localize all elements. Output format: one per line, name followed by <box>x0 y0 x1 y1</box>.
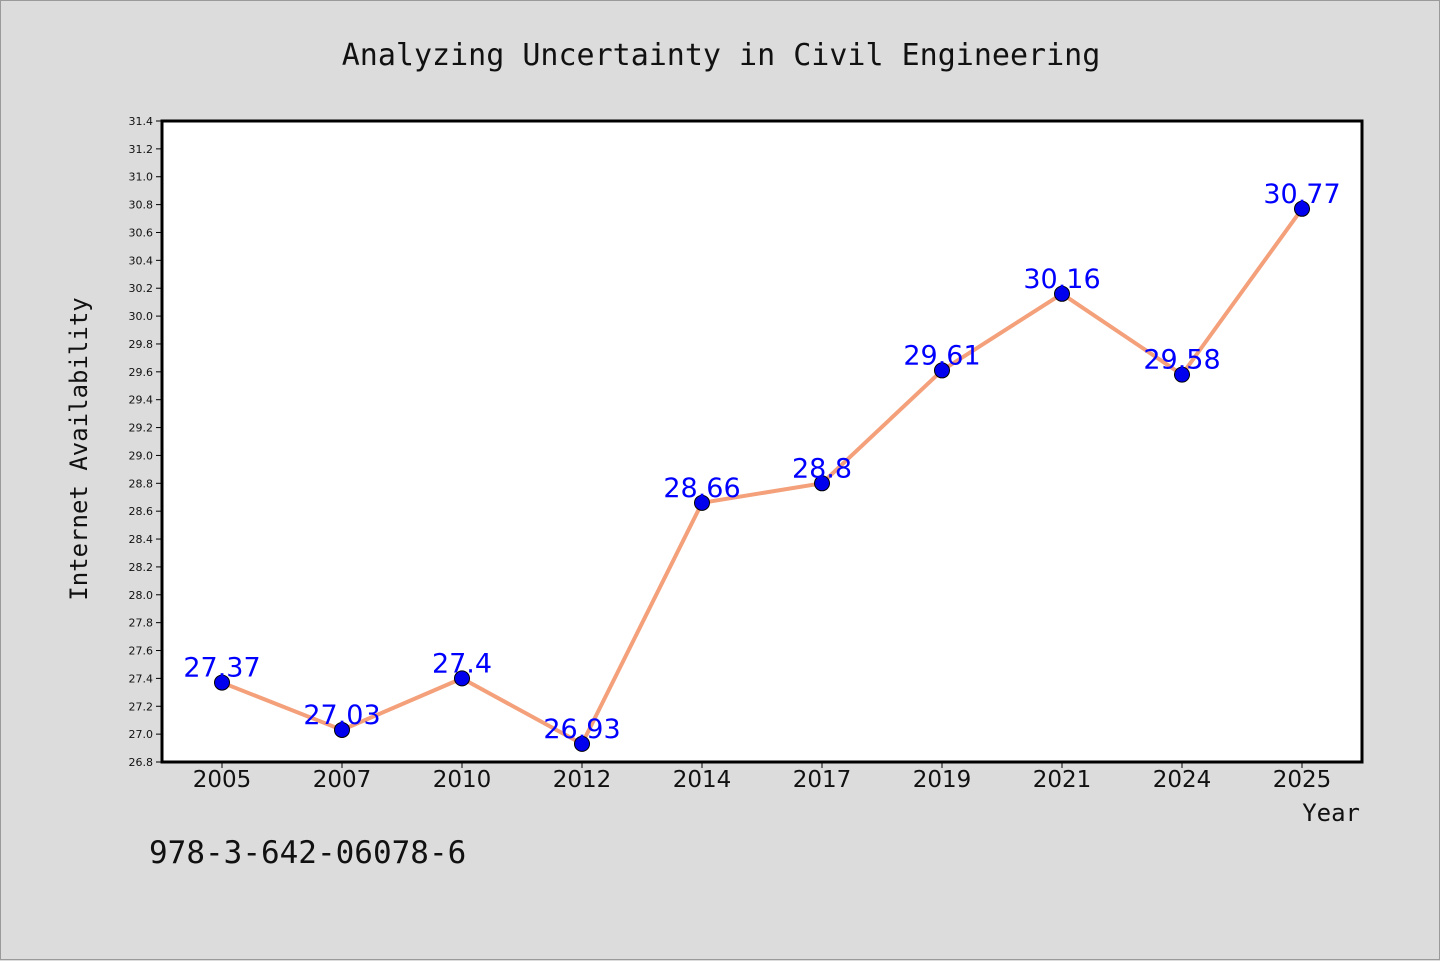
y-tick-label: 31.4 <box>129 115 154 128</box>
series-line-group <box>220 206 1304 746</box>
y-tick-label: 27.2 <box>129 700 154 713</box>
y-tick-label: 30.8 <box>129 199 154 212</box>
x-tick-label: 2005 <box>193 767 252 793</box>
y-tick-label: 29.8 <box>129 338 154 351</box>
y-tick-label: 28.0 <box>129 589 154 602</box>
y-axis-ticks: 26.8 27.0 27.2 27.4 27.6 27.8 28.0 28.2 28.4 28.6… <box>129 115 162 769</box>
data-label: 28.8 <box>792 453 852 484</box>
x-axis-label: Year <box>1302 799 1360 827</box>
data-point <box>1294 200 1310 217</box>
data-point <box>574 735 590 752</box>
data-label: 29.58 <box>1143 345 1220 376</box>
data-label: 26.93 <box>543 714 620 745</box>
x-axis-ticks: 2005 2007 2010 2012 2014 2017 2019 2021 2024 2025 <box>193 762 1332 793</box>
x-tick-label: 2025 <box>1273 767 1332 793</box>
data-point <box>1174 366 1190 383</box>
data-label: 27.03 <box>303 700 380 731</box>
y-tick-label: 28.8 <box>129 477 154 490</box>
data-label: 28.66 <box>663 473 740 504</box>
y-tick-label: 29.4 <box>129 394 154 407</box>
data-point <box>334 721 350 738</box>
x-tick-label: 2019 <box>913 767 972 793</box>
y-tick-label: 30.6 <box>129 226 154 239</box>
data-label: 27.37 <box>183 653 260 684</box>
data-label: 30.16 <box>1023 264 1100 295</box>
data-point <box>214 674 230 691</box>
x-tick-label: 2024 <box>1153 767 1212 793</box>
y-tick-label: 31.2 <box>129 143 154 156</box>
x-tick-label: 2021 <box>1033 767 1092 793</box>
series-line <box>220 206 1304 746</box>
data-label: 30.77 <box>1263 179 1340 210</box>
y-tick-label: 28.6 <box>129 505 154 518</box>
y-axis-label: Internet Availability <box>65 297 93 600</box>
data-point <box>814 475 830 492</box>
data-label: 27.4 <box>432 648 492 679</box>
data-labels-group: 27.37 27.03 27.4 26.93 28.66 28.8 29.61 30.16 29… <box>183 179 1340 745</box>
y-tick-label: 29.6 <box>129 366 154 379</box>
data-point <box>694 494 710 511</box>
chart-title: Analyzing Uncertainty in Civil Engineeri… <box>342 38 1101 73</box>
y-tick-label: 30.4 <box>129 254 154 267</box>
data-point <box>934 362 950 379</box>
x-tick-label: 2010 <box>433 767 492 793</box>
footer-code: 978-3-642-06078-6 <box>149 835 467 871</box>
x-tick-label: 2014 <box>673 767 732 793</box>
plot-frame <box>160 119 1364 764</box>
y-tick-label: 30.0 <box>129 310 154 323</box>
x-tick-label: 2012 <box>553 767 612 793</box>
x-tick-label: 2017 <box>793 767 852 793</box>
y-tick-label: 27.8 <box>129 617 154 630</box>
y-tick-label: 29.2 <box>129 422 154 435</box>
y-tick-label: 27.0 <box>129 728 154 741</box>
data-point <box>454 670 470 687</box>
y-tick-label: 27.6 <box>129 645 154 658</box>
y-tick-label: 28.2 <box>129 561 154 574</box>
y-tick-label: 26.8 <box>129 756 154 769</box>
y-tick-label: 29.0 <box>129 449 154 462</box>
y-tick-label: 30.2 <box>129 282 154 295</box>
y-tick-label: 27.4 <box>129 672 154 685</box>
y-tick-label: 28.4 <box>129 533 154 546</box>
data-point <box>1054 285 1070 302</box>
x-tick-label: 2007 <box>313 767 372 793</box>
y-tick-label: 31.0 <box>129 171 154 184</box>
series-points-group <box>214 200 1310 752</box>
data-label: 29.61 <box>903 340 980 371</box>
plot-area <box>162 121 1362 762</box>
